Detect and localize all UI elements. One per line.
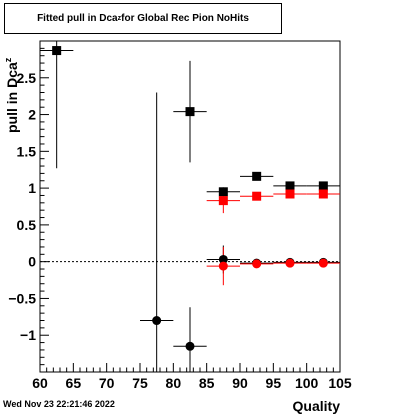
y-tick-label: 2 bbox=[28, 107, 36, 123]
y-axis-title-main: pull in Dca bbox=[4, 62, 20, 133]
error-bars bbox=[40, 41, 340, 372]
square-marker bbox=[185, 107, 195, 117]
x-tick-label: 90 bbox=[232, 375, 248, 391]
y-tick-label: −0.5 bbox=[8, 290, 36, 306]
tick-labels: 60 65 70 75 80 85 90 95 100 105 −1 −0.5 0 0.5 1 1.5 2 2.5 bbox=[8, 70, 352, 391]
x-tick-label: 75 bbox=[132, 375, 148, 391]
circle-marker bbox=[218, 254, 228, 264]
square-marker bbox=[285, 181, 295, 191]
square-marker bbox=[318, 189, 328, 199]
square-marker bbox=[252, 191, 262, 201]
y-axis-title-sub: z bbox=[3, 57, 13, 62]
circle-marker bbox=[152, 316, 162, 326]
x-tick-label: 70 bbox=[99, 375, 115, 391]
y-tick-label: 2.5 bbox=[17, 70, 37, 86]
x-tick-label: 60 bbox=[32, 375, 48, 391]
x-tick-label: 100 bbox=[295, 375, 319, 391]
x-tick-label: 80 bbox=[166, 375, 182, 391]
square-marker bbox=[218, 196, 228, 206]
y-tick-label: 1 bbox=[28, 180, 36, 196]
square-marker bbox=[318, 181, 328, 191]
y-tick-label: −1 bbox=[20, 327, 36, 343]
chart-title-subscript: z bbox=[117, 15, 122, 22]
circle-marker bbox=[185, 341, 195, 351]
markers bbox=[52, 46, 328, 351]
chart-title: Fitted pull in Dca z for Global Rec Pion … bbox=[4, 3, 282, 34]
axis-ticks bbox=[39, 40, 341, 373]
y-tick-label: 1.5 bbox=[17, 143, 37, 159]
x-tick-label: 65 bbox=[66, 375, 82, 391]
chart-title-rest: for Global Rec Pion NoHits bbox=[121, 13, 249, 24]
circle-marker bbox=[252, 259, 262, 269]
y-axis-title: pull in Dcaz bbox=[3, 57, 20, 133]
square-marker bbox=[52, 46, 62, 56]
x-tick-label: 85 bbox=[199, 375, 215, 391]
circle-marker bbox=[218, 261, 228, 271]
y-tick-label: 0 bbox=[28, 254, 36, 270]
chart-title-main: Fitted pull in Dca bbox=[37, 13, 118, 24]
x-tick-label: 95 bbox=[266, 375, 282, 391]
circle-marker bbox=[318, 258, 328, 268]
y-tick-label: 0.5 bbox=[17, 217, 37, 233]
footer-date: Wed Nov 23 22:21:46 2022 bbox=[3, 399, 115, 409]
square-marker bbox=[252, 171, 262, 181]
x-tick-label: 105 bbox=[328, 375, 352, 391]
square-marker bbox=[285, 189, 295, 199]
x-axis-title: Quality bbox=[293, 398, 341, 414]
circle-marker bbox=[285, 258, 295, 268]
square-marker bbox=[218, 187, 228, 197]
